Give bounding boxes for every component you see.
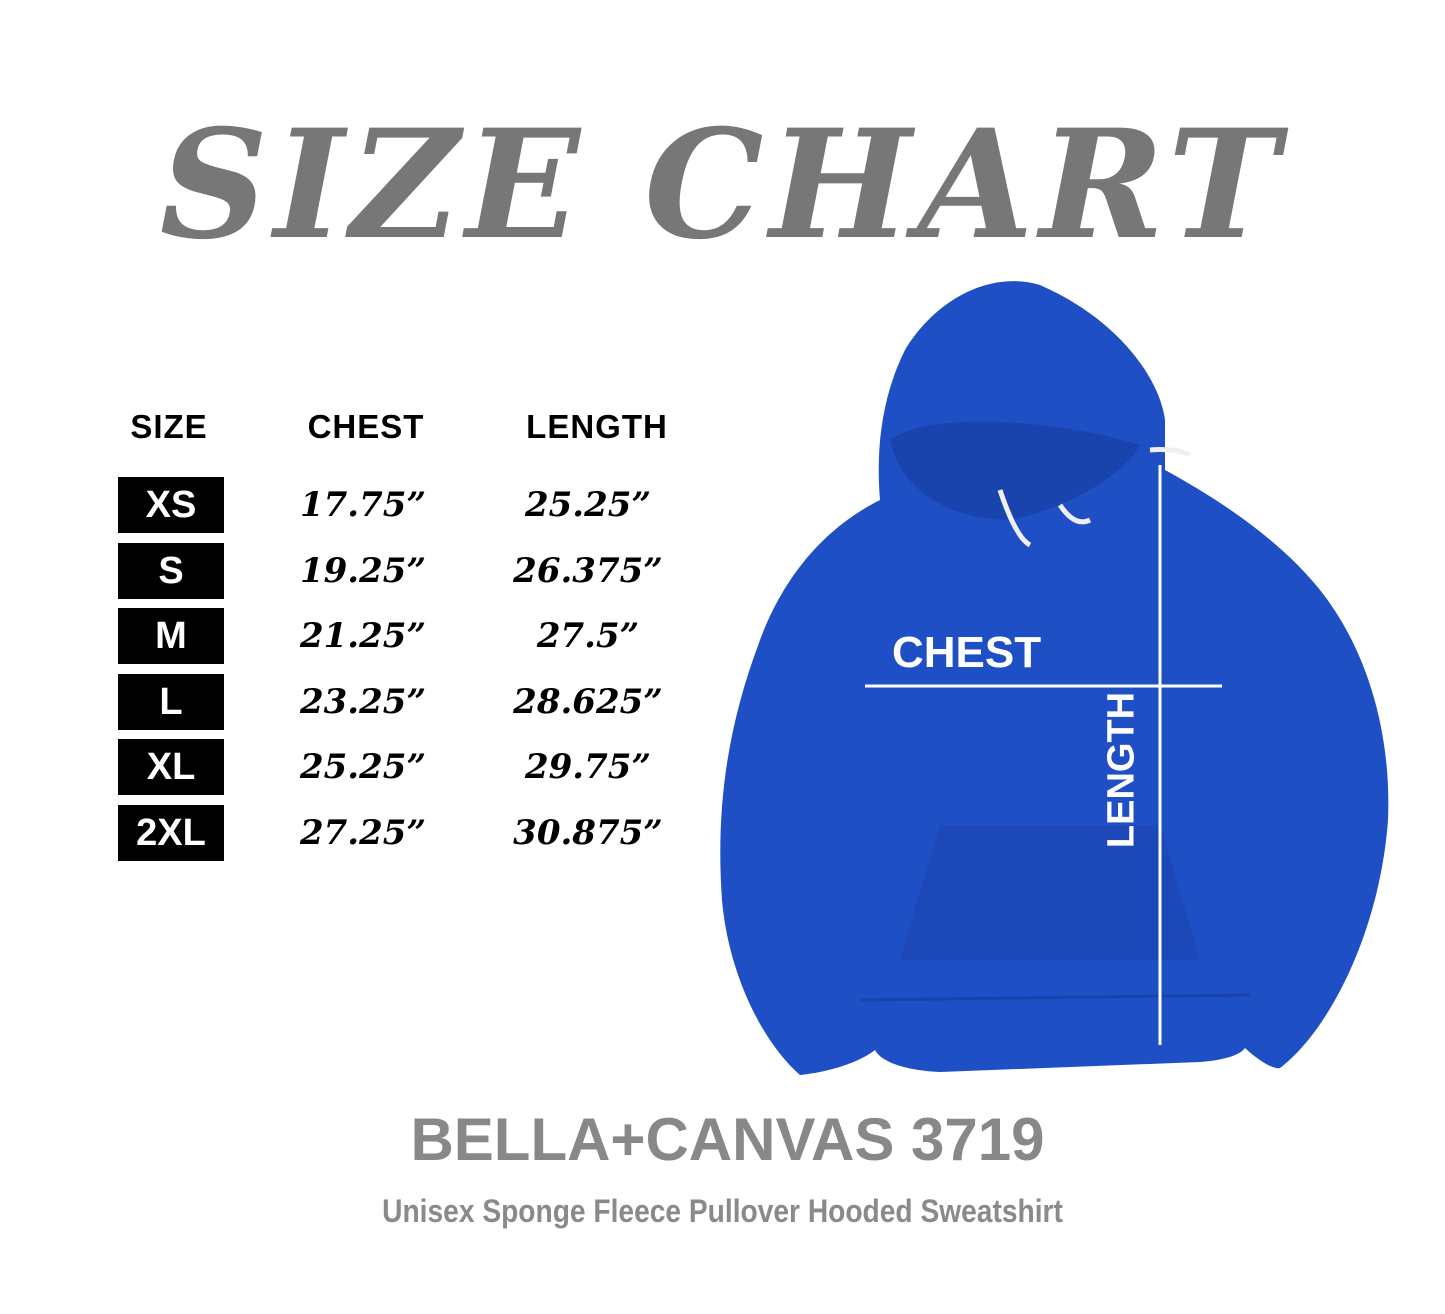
length-value: 25.25” — [524, 485, 652, 525]
hood-opening — [890, 421, 1140, 520]
size-badge: XS — [118, 477, 224, 533]
table-row: 2XL 27.25” 30.875” — [0, 805, 720, 861]
product-subtitle: Unisex Sponge Fleece Pullover Hooded Swe… — [382, 1193, 1063, 1229]
chest-label: CHEST — [892, 628, 1042, 677]
length-value: 30.875” — [513, 813, 663, 853]
chest-value: 21.25” — [299, 616, 427, 657]
size-badge: M — [118, 608, 224, 665]
size-badge: S — [118, 542, 224, 599]
header-length: LENGTH — [526, 408, 668, 445]
chest-value: 19.25” — [299, 550, 427, 591]
table-row: L 23.25” 28.625” — [0, 673, 720, 730]
chest-value: 25.25” — [299, 747, 427, 788]
length-value: 28.625” — [513, 681, 663, 722]
length-value: 27.5” — [536, 616, 640, 657]
drawstrings — [997, 447, 1192, 548]
header-chest: CHEST — [307, 408, 425, 445]
length-label: LENGTH — [1100, 691, 1143, 849]
table-row: M 21.25” 27.5” — [0, 608, 720, 665]
table-row: XS 17.75” 25.25” — [0, 477, 720, 533]
waistband — [859, 993, 1251, 1002]
table-row: XL 25.25” 29.75” — [0, 739, 720, 796]
length-value: 29.75” — [524, 747, 652, 788]
brand-model: BELLA+CANVAS 3719 — [410, 1106, 1045, 1173]
chest-value: 23.25” — [299, 681, 427, 722]
hoodie-body — [720, 281, 1389, 1076]
length-value: 26.375” — [513, 550, 663, 591]
size-badge: XL — [118, 739, 224, 796]
size-badge: L — [118, 673, 224, 730]
chest-value: 17.75” — [299, 485, 427, 525]
header-size: SIZE — [130, 408, 208, 445]
table-row: S 19.25” 26.375” — [0, 542, 720, 599]
page-title: SIZE CHART — [159, 97, 1286, 273]
size-badge: 2XL — [118, 805, 224, 861]
pocket — [900, 825, 1200, 960]
chest-value: 27.25” — [299, 813, 427, 853]
